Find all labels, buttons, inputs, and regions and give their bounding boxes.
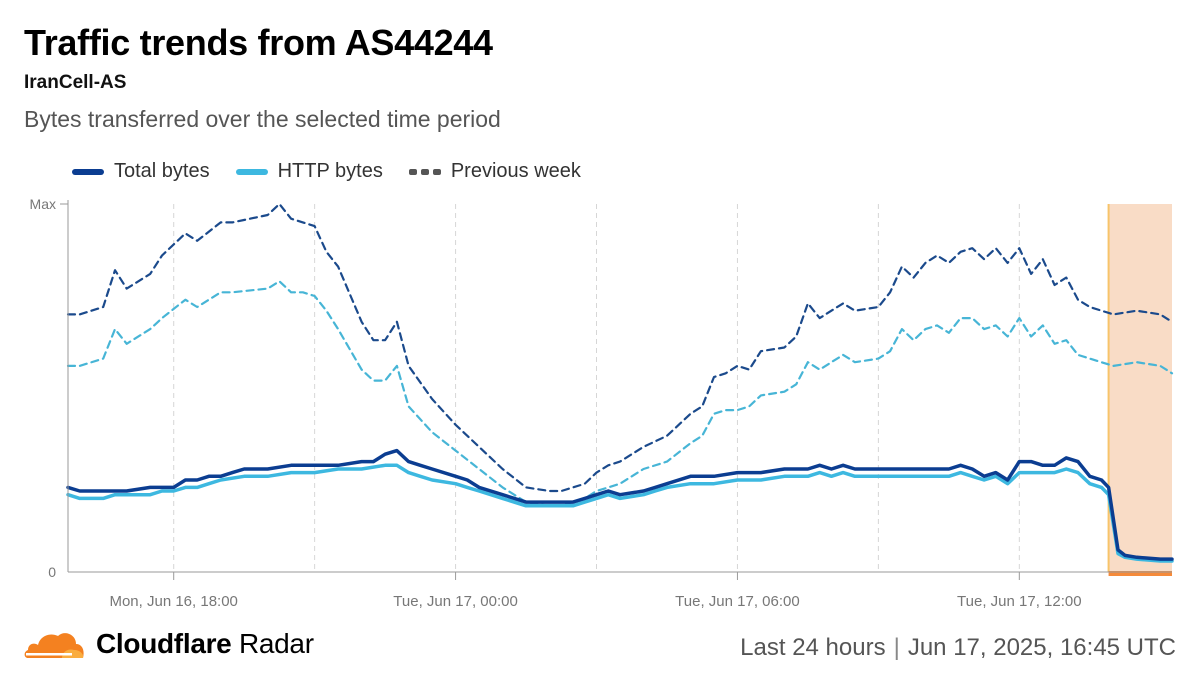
period-label: Last 24 hours [740,634,886,661]
previous-week-swatch [408,168,441,175]
chart-subtitle: IranCell-AS [24,72,127,93]
brand-bold: Cloudflare [96,628,232,659]
legend-label-previous: Previous week [450,160,581,182]
series-line-http [66,463,1174,563]
x-tick-label: Mon, Jun 16, 18:00 [109,593,237,610]
legend-label-total: Total bytes [114,160,210,182]
legend-label-http: HTTP bytes [277,160,383,182]
footer-period: Last 24 hours | Jun 17, 2025, 16:45 UTC [740,634,1176,662]
series-line-total [66,448,1174,561]
traffic-chart[interactable]: 0 Max Mon, Jun 16, 18:00 Tue, Jun 17, 00:00… [0,190,1200,620]
separator: | [893,634,900,661]
highlight-bar [1108,571,1172,576]
legend-item-total[interactable]: Total bytes [72,160,210,183]
grid-layer [173,204,1161,572]
chart-description: Bytes transferred over the selected time… [24,106,501,132]
timestamp: Jun 17, 2025, 16:45 UTC [907,634,1176,661]
legend-item-previous[interactable]: Previous week [408,160,581,183]
legend: Total bytes HTTP bytes Previous week [72,160,607,183]
x-tick-label: Tue, Jun 17, 12:00 [957,593,1082,610]
legend-item-http[interactable]: HTTP bytes [235,160,383,183]
highlight-region [1108,204,1172,572]
x-tick-label: Tue, Jun 17, 00:00 [393,593,518,610]
cloudflare-cloud-icon [24,633,84,658]
series-layer [66,202,1174,563]
series-line-previous-total [66,202,1174,493]
brand-regular: Radar [238,628,314,659]
highlight-layer [1107,204,1172,576]
y-tick-label-max: Max [30,196,56,212]
x-tick-label: Tue, Jun 17, 06:00 [675,593,800,610]
series-line-previous-http [66,280,1174,507]
chart-title: Traffic trends from AS44244 [24,22,493,63]
http-bytes-swatch [235,168,268,175]
total-bytes-swatch [72,168,104,175]
axis-layer: 0 Max Mon, Jun 16, 18:00 Tue, Jun 17, 00:00… [30,196,1172,610]
y-tick-label-0: 0 [48,564,56,580]
cloudflare-radar-logo: Cloudflare Radar [22,626,314,662]
brand-name: Cloudflare Radar [96,628,314,660]
